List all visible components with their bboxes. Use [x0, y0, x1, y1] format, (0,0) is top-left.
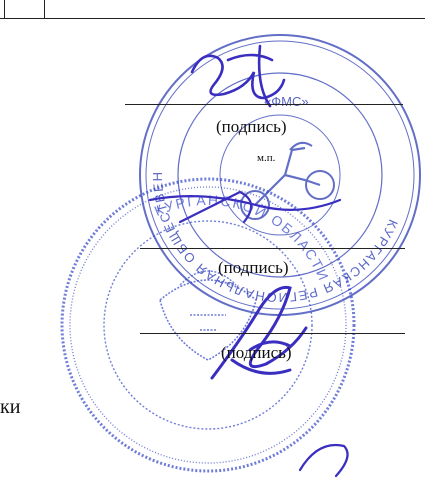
signature-caption-1: (подпись)	[216, 117, 287, 136]
signature-1	[190, 44, 286, 108]
signature-line-1	[125, 104, 403, 105]
signature-2	[148, 190, 342, 224]
signature-caption-3: (подпись)	[221, 343, 292, 362]
signature-line-3	[140, 333, 405, 334]
signature-line-2	[140, 248, 405, 249]
table-border-fragment	[0, 0, 425, 20]
organization-seal-center-text: «ФМС»	[264, 94, 309, 109]
table-cell-divider	[44, 0, 45, 19]
stamp-place-label: м.п.	[257, 152, 276, 164]
organization-seal-ring-text: КУРГАНСКАЯ РЕГИОНАЛЬНАЯ ОБЩЕСТВЕННАЯ ОРГ…	[0, 0, 399, 305]
cropped-text-fragment: ки	[0, 396, 21, 418]
signature-4	[298, 443, 349, 478]
signature-caption-2: (подпись)	[218, 258, 289, 277]
state-seal	[60, 177, 356, 473]
signature-3	[210, 285, 308, 380]
table-bottom-border	[0, 18, 425, 19]
table-cell-divider	[4, 0, 5, 19]
